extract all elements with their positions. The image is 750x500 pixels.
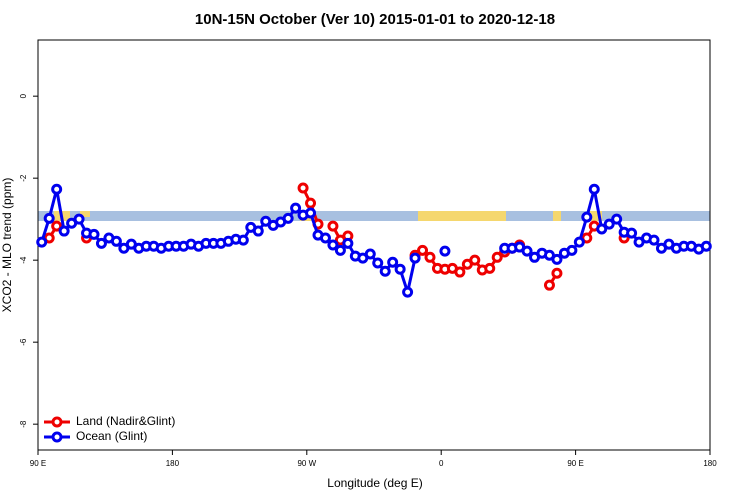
land-patch [80,211,90,217]
x-tick-label: 90 W [297,459,316,468]
x-tick-label: 180 [166,459,180,468]
data-point [596,223,608,235]
data-point [387,256,399,268]
data-point [327,220,339,232]
data-point [581,211,593,223]
land-patch [418,211,506,221]
data-point [551,253,563,265]
data-point [43,212,55,224]
x-tick-label: 180 [703,459,717,468]
data-point [319,232,331,244]
legend-label: Ocean (Glint) [76,429,147,443]
data-point [36,236,48,248]
chart-title: 10N-15N October (Ver 10) 2015-01-01 to 2… [195,11,555,28]
data-point [417,244,429,256]
data-point [469,254,481,266]
data-point [379,265,391,277]
ocean-strip [38,211,710,221]
data-point [588,183,600,195]
data-point [237,234,249,246]
data-point [439,245,451,257]
data-point [95,237,107,249]
data-point [73,213,85,225]
data-point [282,212,294,224]
data-point [424,251,436,263]
x-tick-label: 0 [439,459,444,468]
y-tick-label: 0 [19,93,28,98]
data-point [700,240,712,252]
data-point [327,239,339,251]
data-point [402,286,414,298]
y-tick-label: -2 [19,174,28,182]
data-point [51,183,63,195]
data-point [342,237,354,249]
x-axis-label: Longitude (deg E) [327,476,422,490]
land-patch [588,211,602,221]
data-point [566,244,578,256]
data-point [409,252,421,264]
legend-marker [51,416,63,428]
data-point [252,225,264,237]
legend-marker [51,431,63,443]
data-point [372,257,384,269]
legend: Land (Nadir&Glint)Ocean (Glint) [44,414,175,443]
data-point [334,244,346,256]
y-tick-label: -4 [19,256,28,264]
data-point [394,263,406,275]
data-point [110,235,122,247]
data-point [58,225,70,237]
data-point [290,202,302,214]
data-point [521,245,533,257]
data-point [603,218,615,230]
data-point [454,266,466,278]
data-point [364,248,376,260]
series-line [40,188,707,298]
data-point [626,227,638,239]
data-point [88,228,100,240]
y-tick-label: -6 [19,338,28,346]
data-point [305,197,317,209]
y-axis-label: XCO2 - MLO trend (ppm) [0,178,14,313]
x-tick-label: 90 E [30,459,46,468]
legend-label: Land (Nadir&Glint) [76,414,175,428]
data-point [484,262,496,274]
data-point [543,279,555,291]
land-patch [553,211,561,221]
data-point [573,236,585,248]
data-point [297,182,309,194]
y-tick-label: -8 [19,420,28,428]
data-point [491,251,503,263]
data-point [305,207,317,219]
data-point [611,213,623,225]
x-tick-label: 90 E [567,459,583,468]
data-point [648,234,660,246]
data-point [551,267,563,279]
data-point [51,220,63,232]
